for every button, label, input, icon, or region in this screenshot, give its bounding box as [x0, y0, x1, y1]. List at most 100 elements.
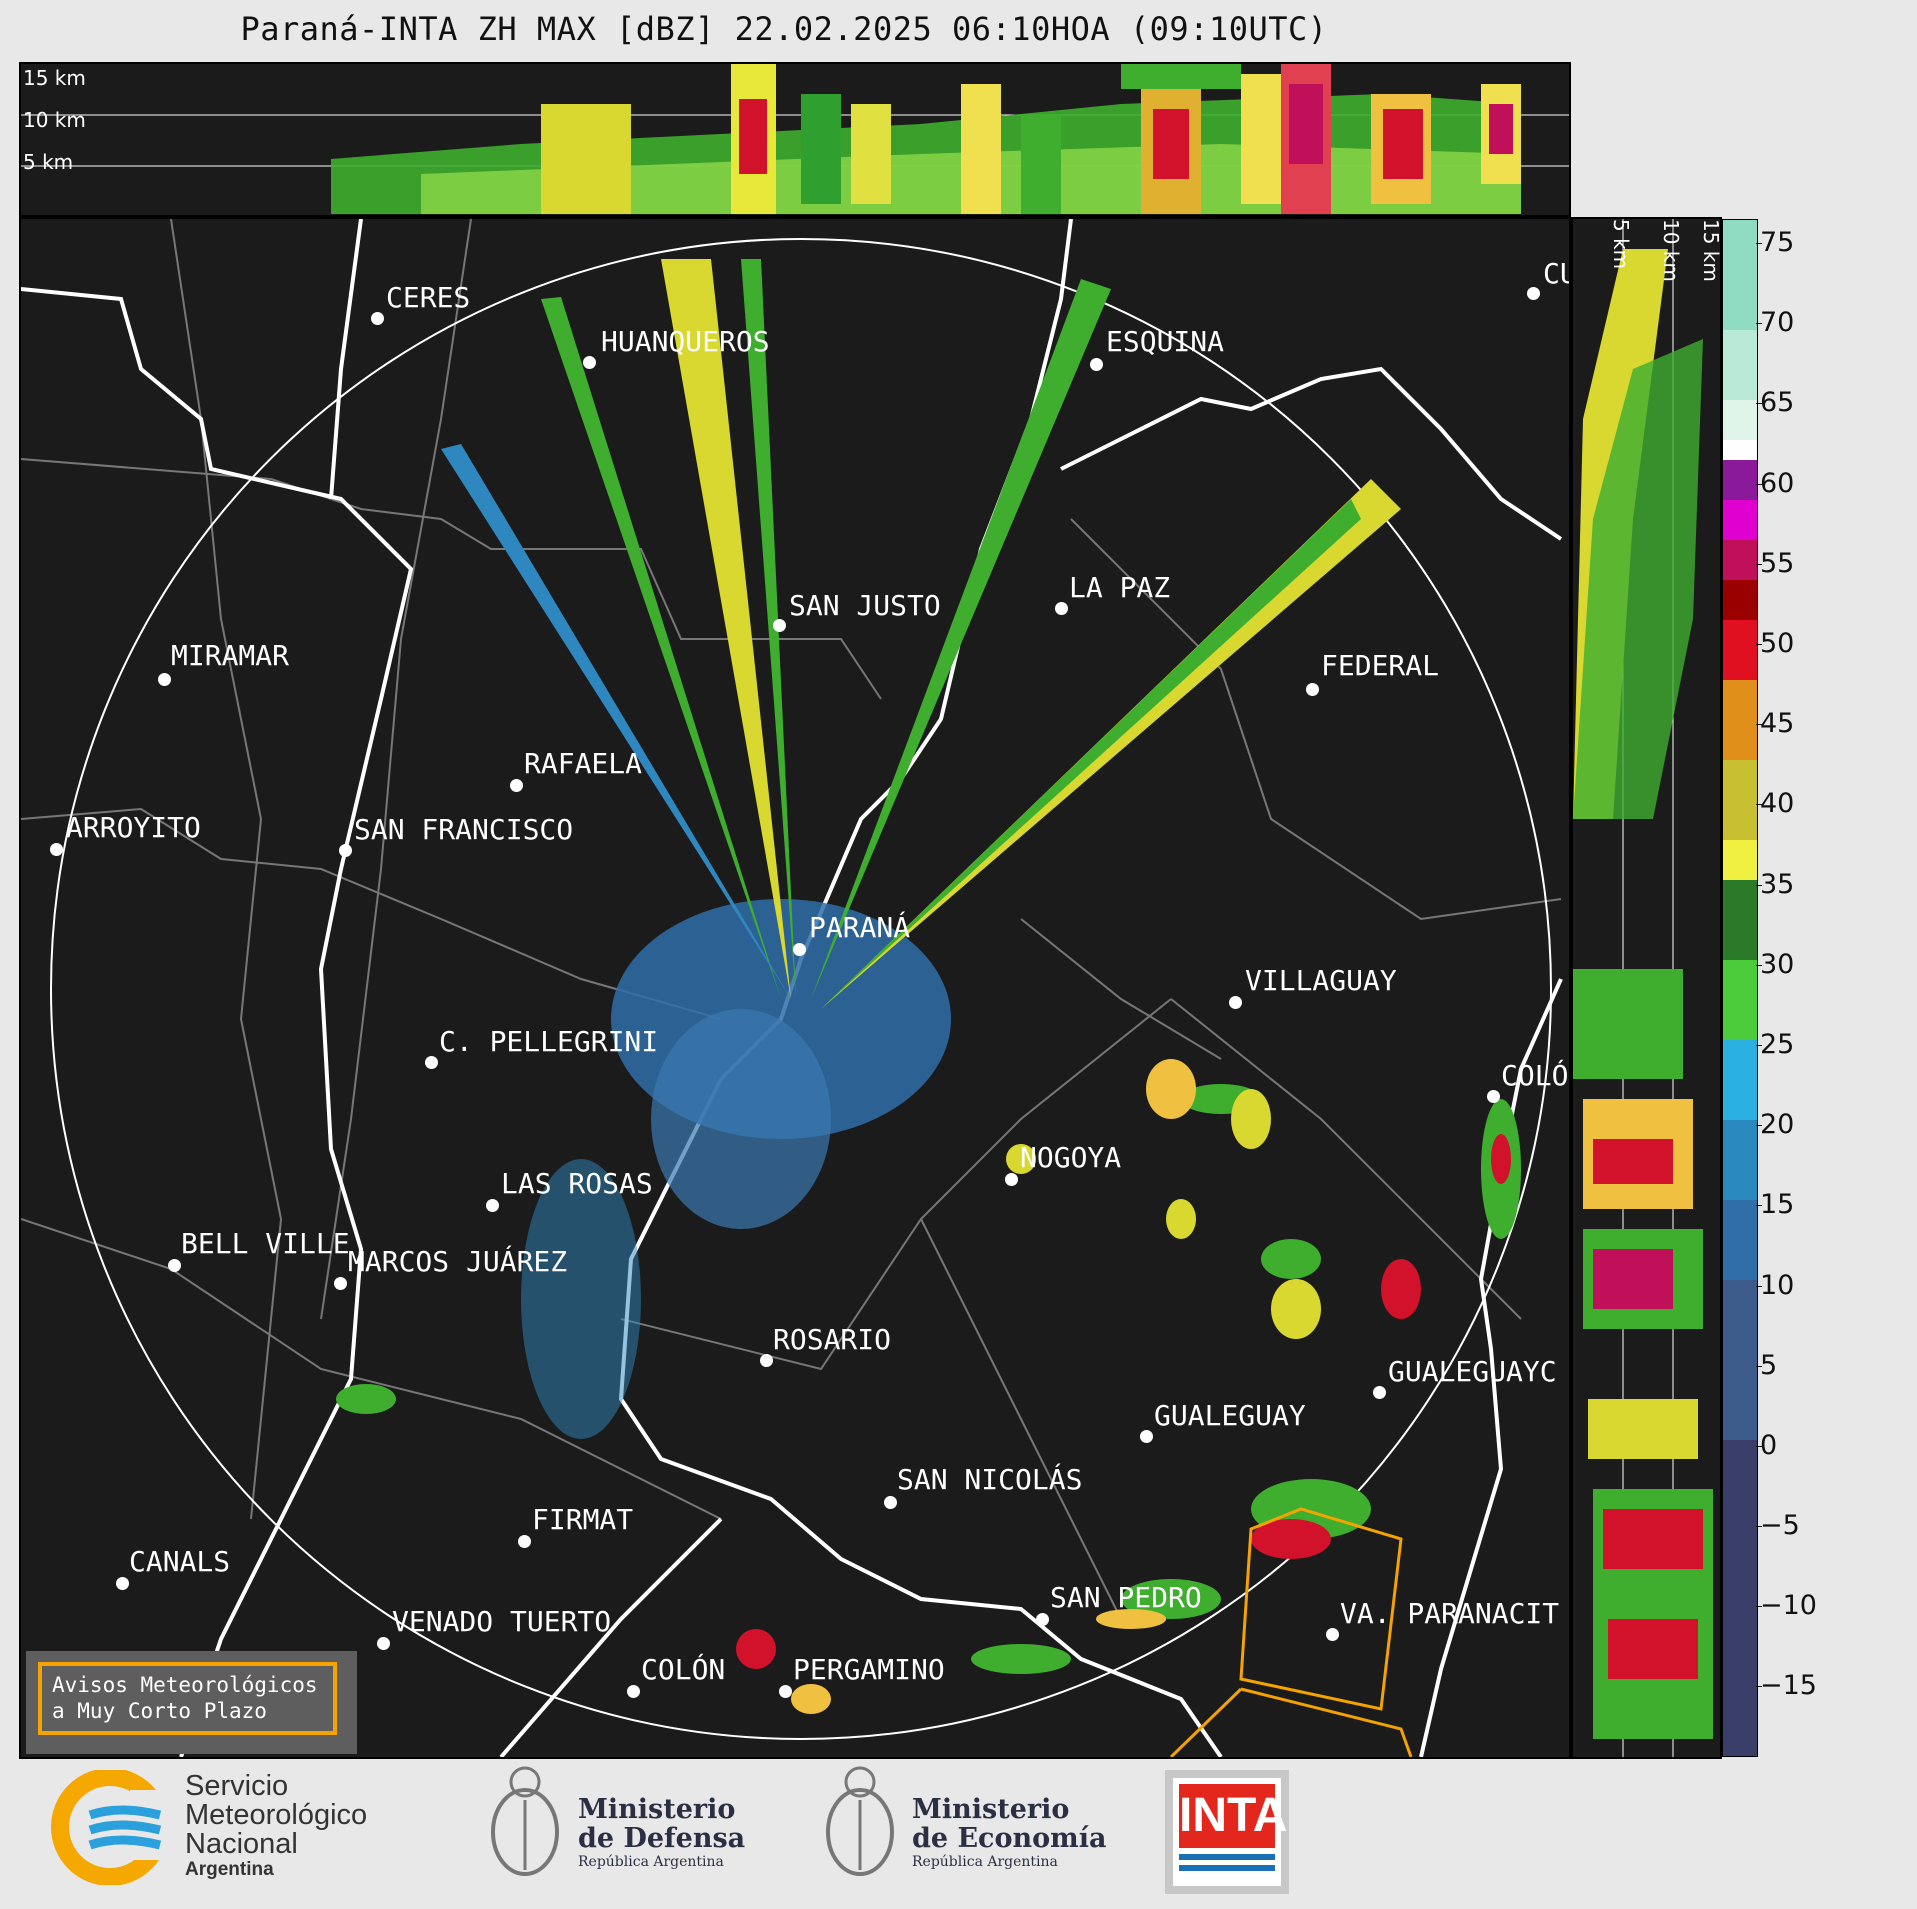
city-label: SAN NICOLÁS [897, 1463, 1083, 1496]
city-label: MARCOS JUÁREZ [348, 1245, 568, 1278]
city-label: VILLAGUAY [1245, 964, 1397, 997]
top-cross-section-plot [21, 64, 1569, 214]
smn-line-1: Servicio [185, 1770, 289, 1802]
economia-line-3: República Argentina [912, 1854, 1058, 1870]
city-marker [1005, 1173, 1018, 1186]
colorbar-tick: 75 [1755, 227, 1795, 258]
height-label-15km: 15 km [23, 66, 86, 90]
right-height-label-5km: 5 km [1609, 219, 1633, 270]
smn-line-3: Nacional [185, 1828, 298, 1860]
city-marker [116, 1577, 129, 1590]
city-label: C. PELLEGRINI [439, 1025, 659, 1058]
city-label: CU [1543, 257, 1569, 290]
colorbar-tick: 65 [1755, 387, 1795, 418]
city-marker [1306, 683, 1319, 696]
city-label: CERES [386, 281, 471, 314]
city-marker [339, 844, 352, 857]
defensa-line-2: de Defensa [578, 1823, 746, 1854]
city-marker [377, 1637, 390, 1650]
city-marker [158, 673, 171, 686]
chart-title: Paraná-INTA ZH MAX [dBZ] 22.02.2025 06:1… [240, 10, 1328, 48]
radar-echoes [336, 259, 1521, 1714]
city-label: SAN PEDRO [1050, 1581, 1202, 1614]
coat-of-arms-icon [826, 1766, 894, 1876]
city-marker [1229, 996, 1242, 1009]
defensa-logo: Ministerio de Defensa República Argentin… [475, 1760, 765, 1900]
colorbar-tick: 35 [1755, 869, 1795, 900]
city-marker [1373, 1386, 1386, 1399]
inta-logo-text: INTA [1179, 1784, 1287, 1848]
city-label: GUALEGUAY [1154, 1399, 1306, 1432]
radar-range-ring [50, 238, 1552, 1740]
city-label: FEDERAL [1321, 649, 1440, 682]
warning-line-2: a Muy Corto Plazo [52, 1699, 267, 1723]
city-label: VENADO TUERTO [392, 1605, 612, 1638]
city-label: FIRMAT [532, 1503, 634, 1536]
city-marker [1326, 1628, 1339, 1641]
economia-logo: Ministerio de Economía República Argenti… [810, 1760, 1110, 1900]
city-marker [779, 1685, 792, 1698]
colorbar-tick: 20 [1755, 1109, 1795, 1140]
colorbar-tick: 30 [1755, 949, 1795, 980]
colorbar-tick: 0 [1755, 1430, 1778, 1461]
colorbar-tick: 25 [1755, 1029, 1795, 1060]
colorbar-tick: 70 [1755, 307, 1795, 338]
city-marker [518, 1535, 531, 1548]
defensa-line-1: Ministerio [578, 1794, 736, 1825]
right-height-label-10km: 10 km [1659, 219, 1683, 282]
city-marker [50, 843, 63, 856]
right-height-label-15km: 15 km [1699, 219, 1722, 282]
city-label: NOGOYA [1020, 1141, 1122, 1174]
city-label: CANALS [129, 1545, 231, 1578]
economia-line-1: Ministerio [912, 1794, 1070, 1825]
city-label: ROSARIO [773, 1323, 892, 1356]
city-marker [773, 619, 786, 632]
city-marker [1527, 287, 1540, 300]
smn-emblem-icon [51, 1770, 170, 1885]
dbz-colorbar [1722, 219, 1758, 1757]
city-marker [371, 312, 384, 325]
city-label: VA. PARANACIT [1340, 1597, 1560, 1630]
warning-line-1: Avisos Meteorológicos [52, 1673, 318, 1697]
colorbar-tick: −10 [1756, 1590, 1817, 1621]
city-marker [1140, 1430, 1153, 1443]
warning-link-box[interactable]: Avisos Meteorológicos a Muy Corto Plazo [26, 1651, 357, 1754]
colorbar-tick: −15 [1756, 1670, 1817, 1701]
city-label: BELL VILLE [181, 1227, 350, 1260]
city-label: RAFAELA [524, 747, 643, 780]
city-label: LAS ROSAS [501, 1167, 653, 1200]
city-marker [510, 779, 523, 792]
city-marker [425, 1056, 438, 1069]
colorbar-tick: 10 [1755, 1270, 1795, 1301]
city-label: PARANÁ [809, 911, 911, 944]
colorbar-tick: 60 [1755, 468, 1795, 499]
colorbar-tick: 15 [1755, 1189, 1795, 1220]
city-marker [583, 356, 596, 369]
coat-of-arms-icon [491, 1766, 559, 1876]
colorbar-tick: 55 [1755, 548, 1795, 579]
city-marker [486, 1199, 499, 1212]
colorbar-tick: 40 [1755, 788, 1795, 819]
city-label: SAN JUSTO [789, 589, 941, 622]
city-marker [1055, 602, 1068, 615]
city-label: ARROYITO [66, 811, 201, 844]
city-marker [1036, 1613, 1049, 1626]
inta-logo: INTA [1165, 1770, 1289, 1894]
colorbar-tick: −5 [1756, 1510, 1800, 1541]
city-label: LA PAZ [1069, 571, 1171, 604]
top-cross-section-panel: 15 km 10 km 5 km [19, 62, 1571, 217]
warning-link-button[interactable]: Avisos Meteorológicos a Muy Corto Plazo [38, 1662, 337, 1735]
defensa-line-3: República Argentina [578, 1854, 724, 1870]
city-marker [1090, 358, 1103, 371]
city-label: PERGAMINO [793, 1653, 945, 1686]
radar-map-panel: CERES HUANQUEROS ESQUINA CU SAN JUSTO LA… [19, 217, 1571, 1759]
city-marker [1487, 1090, 1500, 1103]
city-label: SAN FRANCISCO [354, 813, 574, 846]
colorbar-tick: 50 [1755, 628, 1795, 659]
city-label: HUANQUEROS [601, 325, 770, 358]
height-label-10km: 10 km [23, 108, 86, 132]
right-cross-section-panel: 5 km 10 km 15 km [1571, 217, 1722, 1759]
city-marker [793, 943, 806, 956]
height-label-5km: 5 km [23, 150, 74, 174]
right-cross-section-plot [1573, 219, 1713, 1757]
